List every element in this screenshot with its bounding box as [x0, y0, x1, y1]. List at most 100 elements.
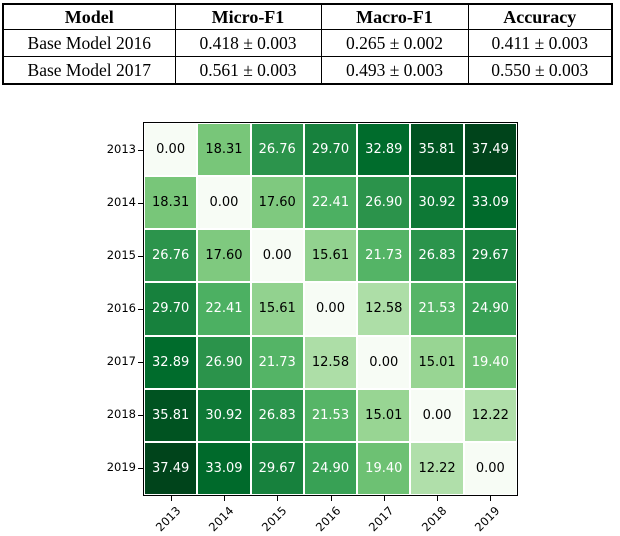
- heatmap-cell: 29.70: [145, 283, 197, 335]
- heatmap-cell: 0.00: [358, 336, 410, 388]
- heatmap-cell: 26.83: [251, 389, 303, 441]
- heatmap-cell: 17.60: [198, 230, 250, 282]
- heatmap-cell-value: 35.81: [418, 142, 456, 158]
- heatmap-cell: 15.01: [411, 336, 463, 388]
- heatmap-cell: 0.00: [304, 283, 357, 335]
- metric-value-cell: 0.265 ± 0.002: [320, 29, 469, 57]
- heatmap-cell: 22.41: [304, 177, 357, 229]
- model-name-cell: Base Model 2016: [2, 29, 176, 57]
- heatmap-cell-value: 24.90: [311, 460, 350, 476]
- y-tick-mark: [138, 468, 143, 469]
- model-name-cell: Base Model 2017: [2, 56, 176, 85]
- heatmap-cell-value: 33.09: [205, 460, 243, 476]
- y-tick-label: 2013: [106, 141, 136, 156]
- heatmap-cell-value: 15.61: [311, 248, 350, 264]
- metric-value-cell: 0.411 ± 0.003: [467, 29, 613, 57]
- heatmap-cell-value: 26.90: [205, 354, 243, 370]
- heatmap-cell: 0.00: [145, 124, 197, 176]
- results-table-head: Model Micro-F1 Macro-F1 Accuracy: [2, 3, 613, 30]
- heatmap-cell: 26.90: [198, 336, 250, 388]
- heatmap-cell-value: 30.92: [418, 195, 456, 211]
- heatmap-cell: 12.22: [411, 442, 463, 494]
- heatmap-cell-value: 0.00: [316, 301, 345, 317]
- heatmap: 0.00 18.31 26.76 29.70 32.89 35.81 37.49 18.31 0…: [143, 122, 518, 496]
- heatmap-cell-value: 0.00: [156, 142, 186, 158]
- heatmap-cell-value: 35.81: [152, 407, 190, 423]
- heatmap-cell-value: 12.22: [471, 407, 509, 423]
- metric-value-cell: 0.493 ± 0.003: [320, 56, 469, 85]
- results-table-body: Base Model 2016 0.418 ± 0.003 0.265 ± 0.00…: [2, 29, 613, 85]
- x-tick-label: 2016: [312, 503, 343, 535]
- x-tick-mark: [171, 496, 172, 501]
- heatmap-cell: 17.60: [251, 177, 303, 229]
- heatmap-cell-value: 37.49: [152, 460, 190, 476]
- heatmap-cell: 0.00: [198, 177, 250, 229]
- heatmap-cell-value: 18.31: [152, 195, 190, 211]
- y-tick-label: 2015: [106, 247, 136, 262]
- heatmap-cell-value: 32.89: [365, 142, 403, 158]
- heatmap-cell: 19.40: [464, 336, 516, 388]
- x-tick-label: 2013: [152, 503, 184, 535]
- heatmap-cell-value: 21.53: [418, 301, 456, 317]
- heatmap-cell-value: 29.67: [471, 248, 509, 264]
- heatmap-cell-value: 15.61: [258, 301, 296, 317]
- heatmap-cell-value: 12.58: [311, 354, 350, 370]
- heatmap-cell-value: 0.00: [369, 354, 399, 370]
- heatmap-cell-value: 0.00: [422, 407, 452, 423]
- heatmap-cell: 0.00: [411, 389, 463, 441]
- heatmap-cell: 26.90: [358, 177, 410, 229]
- x-tick-mark: [331, 496, 332, 501]
- results-table: Model Micro-F1 Macro-F1 Accuracy Base Model…: [2, 3, 613, 85]
- heatmap-cell-value: 24.90: [471, 301, 509, 317]
- x-tick-mark: [224, 496, 225, 501]
- heatmap-cell-value: 15.01: [365, 407, 403, 423]
- x-tick-mark: [277, 496, 278, 501]
- heatmap-cell: 29.67: [464, 230, 516, 282]
- heatmap-cell: 0.00: [464, 442, 516, 494]
- heatmap-cell: 21.73: [251, 336, 303, 388]
- heatmap-cell-value: 17.60: [258, 195, 296, 211]
- heatmap-cell: 19.40: [358, 442, 410, 494]
- x-tick-label: 2018: [418, 503, 450, 535]
- heatmap-cell-value: 33.09: [471, 195, 509, 211]
- heatmap-cell-value: 17.60: [205, 248, 243, 264]
- heatmap-cell: 24.90: [464, 283, 516, 335]
- heatmap-cell-value: 21.73: [365, 248, 403, 264]
- heatmap-cell: 29.70: [304, 124, 357, 176]
- heatmap-cell: 30.92: [198, 389, 250, 441]
- heatmap-cell: 37.49: [145, 442, 197, 494]
- heatmap-cell: 33.09: [198, 442, 250, 494]
- heatmap-cell-value: 32.89: [152, 354, 190, 370]
- heatmap-cell-value: 22.41: [205, 301, 243, 317]
- heatmap-cell-value: 26.76: [152, 248, 190, 264]
- y-tick-mark: [138, 309, 143, 310]
- y-tick-label: 2016: [106, 301, 136, 315]
- heatmap-cell-value: 26.83: [418, 248, 456, 264]
- heatmap-cell: 29.67: [251, 442, 303, 494]
- table-row: Base Model 2017 0.561 ± 0.003 0.493 ± 0.00…: [2, 56, 613, 85]
- heatmap-cell-value: 21.73: [258, 354, 296, 370]
- y-tick-mark: [138, 150, 143, 151]
- x-tick-mark: [384, 496, 385, 501]
- heatmap-cell: 26.76: [145, 230, 197, 282]
- heatmap-cell-value: 29.70: [152, 301, 190, 317]
- heatmap-cell-value: 19.40: [365, 460, 403, 476]
- x-tick-label: 2015: [259, 503, 290, 535]
- heatmap-cell: 18.31: [198, 124, 250, 176]
- heatmap-cell: 21.53: [411, 283, 463, 335]
- heatmap-cell-value: 29.70: [311, 142, 350, 158]
- column-header-macro-f1: Macro-F1: [320, 3, 469, 30]
- column-header-accuracy: Accuracy: [467, 3, 613, 30]
- heatmap-cell: 21.53: [304, 389, 357, 441]
- heatmap-cell: 0.00: [251, 230, 303, 282]
- heatmap-cell: 15.01: [358, 389, 410, 441]
- heatmap-cell: 26.76: [251, 124, 303, 176]
- y-tick-label: 2019: [106, 460, 136, 475]
- y-tick-label: 2017: [106, 354, 136, 369]
- heatmap-cell-value: 21.53: [311, 407, 350, 423]
- metric-value-cell: 0.561 ± 0.003: [174, 56, 322, 85]
- heatmap-cell-value: 19.40: [471, 354, 509, 370]
- y-tick-label: 2014: [106, 194, 136, 209]
- heatmap-cell: 37.49: [464, 124, 516, 176]
